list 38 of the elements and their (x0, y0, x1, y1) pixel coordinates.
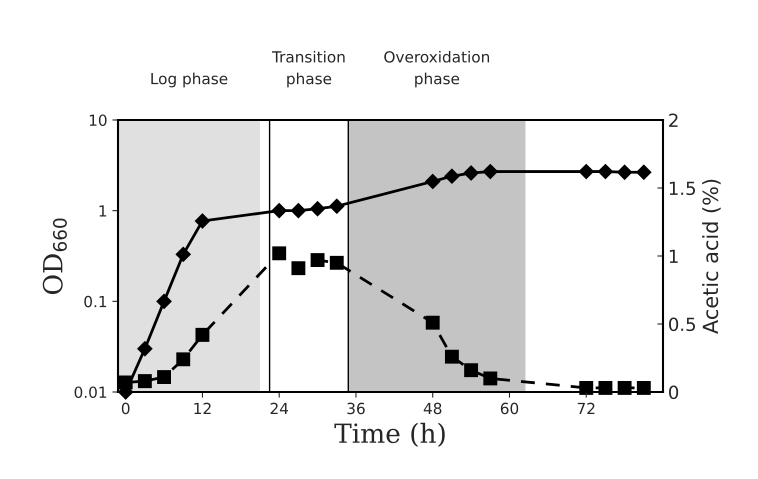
y2-tick-label: 1 (670, 250, 678, 263)
x-axis-title: Time (h) (334, 422, 445, 447)
point (194, 213, 210, 229)
point (617, 164, 632, 180)
y2-tick-label: 1.5 (670, 182, 695, 196)
point (482, 164, 498, 180)
y2-tick-label: 0 (669, 385, 678, 400)
point (310, 201, 326, 216)
y-tick-label: 1 (100, 205, 106, 216)
y2-tick-label: 0.5 (669, 317, 695, 332)
y-tick-label: 10 (90, 114, 107, 126)
x-tick-label: 0 (122, 402, 130, 414)
y-tick-label: 0.01 (74, 386, 106, 398)
x-tick-label: 60 (500, 402, 518, 414)
point (464, 165, 479, 181)
point (176, 246, 191, 262)
y2-tick-label: 2 (669, 113, 678, 127)
band-label: Log phase (151, 72, 228, 88)
point (272, 203, 287, 218)
point (636, 164, 652, 180)
x-tick-label: 48 (424, 402, 442, 414)
y-axis-title: OD$_{660}$ (42, 218, 67, 294)
point (598, 164, 613, 180)
point (578, 164, 594, 180)
x-tick-label: 72 (578, 402, 594, 414)
point (444, 168, 460, 184)
point (137, 341, 152, 356)
y2-axis-title: Acetic acid (%) (702, 180, 721, 334)
point (329, 198, 344, 214)
x-tick-label: 12 (194, 402, 211, 414)
point (290, 203, 306, 218)
x-tick-label: 36 (347, 402, 365, 414)
text: Transition phase (272, 50, 345, 88)
x-tick-label: 24 (270, 402, 288, 414)
y-tick-label: 0.1 (84, 296, 106, 308)
point (156, 294, 172, 309)
point (425, 174, 440, 190)
band-label: Overoxidation phase (384, 50, 490, 88)
